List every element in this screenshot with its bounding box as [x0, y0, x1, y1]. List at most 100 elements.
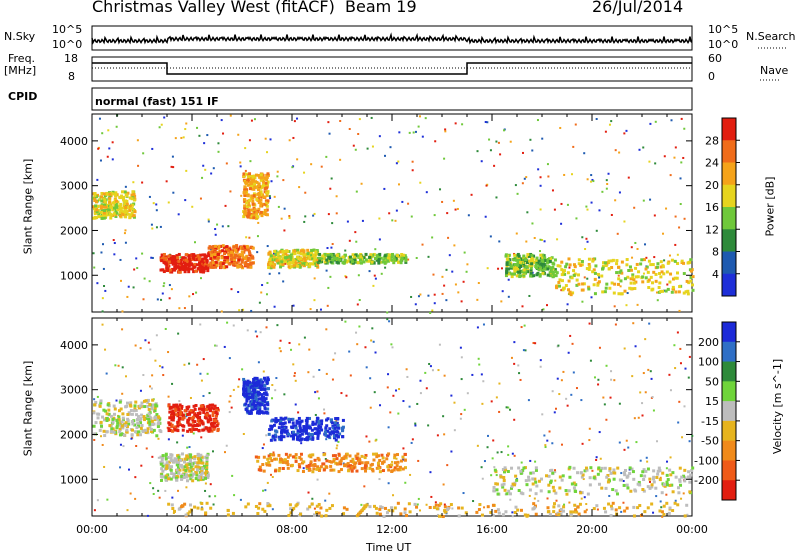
velocity-cell [324, 428, 328, 432]
power-noise-dot [374, 277, 377, 280]
velocity-cell [502, 476, 506, 480]
velocity-noise-dot [340, 392, 343, 395]
power-ytick-label: 3000 [60, 180, 88, 193]
power-cell [241, 258, 245, 262]
velocity-noise-dot [317, 397, 320, 400]
power-cell [309, 251, 313, 255]
power-cell [114, 199, 118, 203]
velocity-cell [585, 468, 589, 472]
power-noise-dot [335, 195, 338, 198]
velocity-cell [626, 474, 630, 478]
power-cell [639, 262, 643, 266]
velocity-noise-dot [513, 418, 516, 421]
velocity-cell [405, 514, 409, 518]
velocity-cell [691, 466, 695, 470]
velocity-cell [291, 426, 295, 430]
velocity-cell [203, 471, 207, 475]
velocity-cell [671, 471, 675, 475]
power-noise-dot [93, 266, 96, 269]
velocity-cell [662, 483, 666, 487]
power-cell [190, 267, 194, 271]
power-cell [115, 205, 119, 209]
power-cell [259, 185, 263, 189]
velocity-cell [332, 457, 336, 461]
velocity-cell [170, 418, 174, 422]
power-cell [269, 266, 273, 270]
power-noise-dot [174, 137, 177, 140]
power-cell [210, 255, 214, 259]
velocity-noise-dot [486, 446, 489, 449]
velocity-cell [96, 416, 100, 420]
velocity-noise-dot [631, 375, 634, 378]
velocity-cell [395, 453, 399, 457]
velocity-cell [211, 410, 215, 414]
velocity-noise-dot [620, 472, 623, 475]
velocity-cell [349, 459, 353, 463]
power-cell [259, 190, 263, 194]
power-cell [552, 262, 556, 266]
power-cell [191, 254, 195, 258]
power-cell [285, 255, 289, 259]
power-noise-dot [514, 184, 517, 187]
velocity-cell [261, 380, 265, 384]
power-cell [226, 260, 230, 264]
power-noise-dot [638, 148, 641, 151]
velocity-cell [134, 408, 138, 412]
velocity-cell [638, 483, 642, 487]
power-cell [245, 205, 249, 209]
power-noise-dot [284, 262, 287, 265]
velocity-cell [689, 473, 693, 477]
velocity-cell [264, 391, 268, 395]
power-cell [562, 269, 566, 273]
power-noise-dot [108, 147, 111, 150]
power-cell [255, 180, 259, 184]
velocity-cell [404, 466, 408, 470]
power-cell [108, 192, 112, 196]
power-noise-dot [463, 251, 466, 254]
velocity-cell [196, 452, 200, 456]
velocity-cell [194, 465, 198, 469]
velocity-cell [631, 470, 635, 474]
velocity-cell [283, 430, 287, 434]
power-cell [538, 273, 542, 277]
freq-tick-top: 18 [64, 52, 78, 65]
power-noise-dot [642, 272, 645, 275]
power-cell [348, 255, 352, 259]
velocity-noise-dot [534, 342, 537, 345]
power-noise-dot [257, 221, 260, 224]
velocity-cell [261, 384, 265, 388]
power-cell [93, 197, 97, 201]
power-noise-dot [224, 204, 227, 207]
velocity-cell [298, 433, 302, 437]
velocity-cell [252, 399, 256, 403]
power-noise-dot [207, 218, 210, 221]
velocity-cell [242, 390, 246, 394]
velocity-cell [398, 465, 402, 469]
velocity-noise-dot [476, 444, 479, 447]
velocity-cell [604, 486, 608, 490]
power-cell [239, 263, 243, 267]
velocity-cell [194, 414, 198, 418]
power-noise-dot [682, 156, 685, 159]
power-noise-dot [654, 162, 657, 165]
power-cell [562, 286, 566, 290]
power-cell [294, 261, 298, 265]
velocity-cell [310, 432, 314, 436]
velocity-noise-dot [312, 375, 315, 378]
power-cell [602, 261, 606, 265]
velocity-cell [533, 506, 537, 510]
power-cell [549, 257, 553, 261]
power-cell [539, 253, 543, 257]
velocity-cell [298, 426, 302, 430]
velocity-cell [364, 469, 368, 473]
velocity-cell [246, 396, 250, 400]
velocity-cell [125, 428, 129, 432]
power-cell [192, 270, 196, 274]
velocity-cell [457, 506, 461, 510]
velocity-cell [609, 471, 613, 475]
velocity-cell [583, 469, 587, 473]
velocity-noise-dot [519, 378, 522, 381]
power-noise-dot [680, 117, 683, 120]
velocity-cell [183, 457, 187, 461]
velocity-noise-dot [446, 464, 449, 467]
